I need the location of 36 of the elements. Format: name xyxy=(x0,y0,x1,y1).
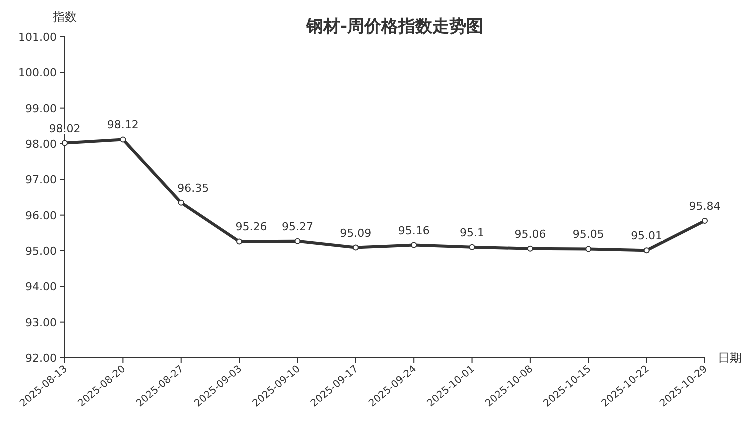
point xyxy=(527,246,534,252)
data-label: 95.05 xyxy=(572,228,604,242)
y-tick-label: 99.00 xyxy=(26,102,57,116)
y-tick-label: 94.00 xyxy=(26,280,57,294)
point xyxy=(236,238,243,245)
data-label: 96.35 xyxy=(178,182,210,195)
data-label: 95.01 xyxy=(631,230,663,243)
y-tick-label: 93.00 xyxy=(26,316,57,330)
point xyxy=(586,246,592,252)
x-axis-title: 日期 xyxy=(718,351,742,365)
data-label: 95.1 xyxy=(460,226,485,240)
point xyxy=(62,140,68,146)
y-tick-label: 92.00 xyxy=(26,352,57,365)
point xyxy=(469,244,476,250)
y-tick-label: 98.00 xyxy=(26,138,57,151)
data-label: 95.06 xyxy=(514,228,546,241)
point xyxy=(120,136,126,143)
data-label: 95.26 xyxy=(236,220,268,234)
data-label: 95.16 xyxy=(398,224,430,238)
y-tick-label: 97.00 xyxy=(26,174,57,187)
point xyxy=(352,244,359,251)
data-label: 95.27 xyxy=(282,220,314,234)
chart-title: 钢材-周价格指数走势图 xyxy=(305,17,484,37)
point xyxy=(178,200,184,206)
data-label: 95.09 xyxy=(340,226,372,240)
point xyxy=(294,238,301,244)
y-tick-label: 96.00 xyxy=(26,209,57,222)
point xyxy=(411,242,418,248)
y-axis-title: 指数 xyxy=(52,10,77,24)
data-label: 95.84 xyxy=(689,200,721,214)
y-tick-label: 100.00 xyxy=(18,66,57,80)
point xyxy=(702,218,708,224)
point xyxy=(644,248,650,254)
y-tick-label: 101.00 xyxy=(18,31,57,44)
data-label: 98.12 xyxy=(107,118,139,132)
y-tick-label: 95.00 xyxy=(26,245,57,258)
